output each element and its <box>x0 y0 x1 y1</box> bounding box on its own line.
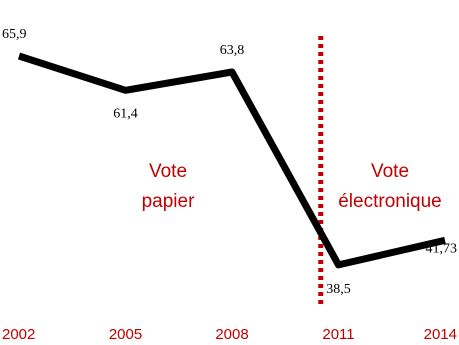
annotation-label: papier <box>142 191 195 212</box>
x-tick-label: 2011 <box>322 326 354 343</box>
data-label: 41,73 <box>426 241 458 256</box>
annotation-label: Vote <box>371 161 409 182</box>
data-label: 65,9 <box>2 27 27 42</box>
x-tick-label: 2008 <box>215 326 248 343</box>
data-label: 63,8 <box>220 43 245 58</box>
annotation-label: électronique <box>338 191 442 212</box>
x-tick-label: 2014 <box>424 326 457 343</box>
annotations-group: Vote papier Vote électronique <box>142 161 442 212</box>
x-axis-ticks-group: 2002 2005 2008 2011 2014 <box>2 326 457 343</box>
series-line <box>17 52 446 269</box>
x-tick-label: 2005 <box>109 326 142 343</box>
series-group <box>17 52 446 269</box>
data-labels-group: 65,9 61,4 63,8 38,5 41,73 <box>2 27 457 297</box>
annotation-label: Vote <box>149 161 187 182</box>
data-label: 61,4 <box>113 106 138 121</box>
x-tick-label: 2002 <box>2 326 35 343</box>
data-label: 38,5 <box>326 282 351 297</box>
